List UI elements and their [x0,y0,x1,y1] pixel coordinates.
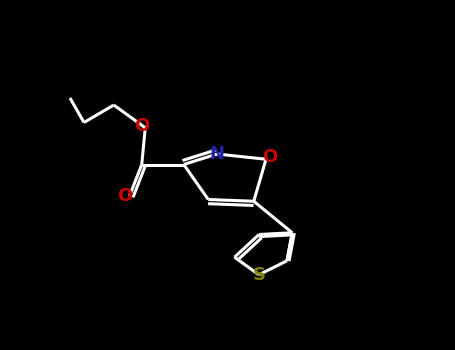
Text: O: O [116,187,132,205]
Text: O: O [262,148,277,167]
Text: O: O [134,117,149,135]
Text: S: S [253,266,266,284]
Text: N: N [209,145,224,163]
